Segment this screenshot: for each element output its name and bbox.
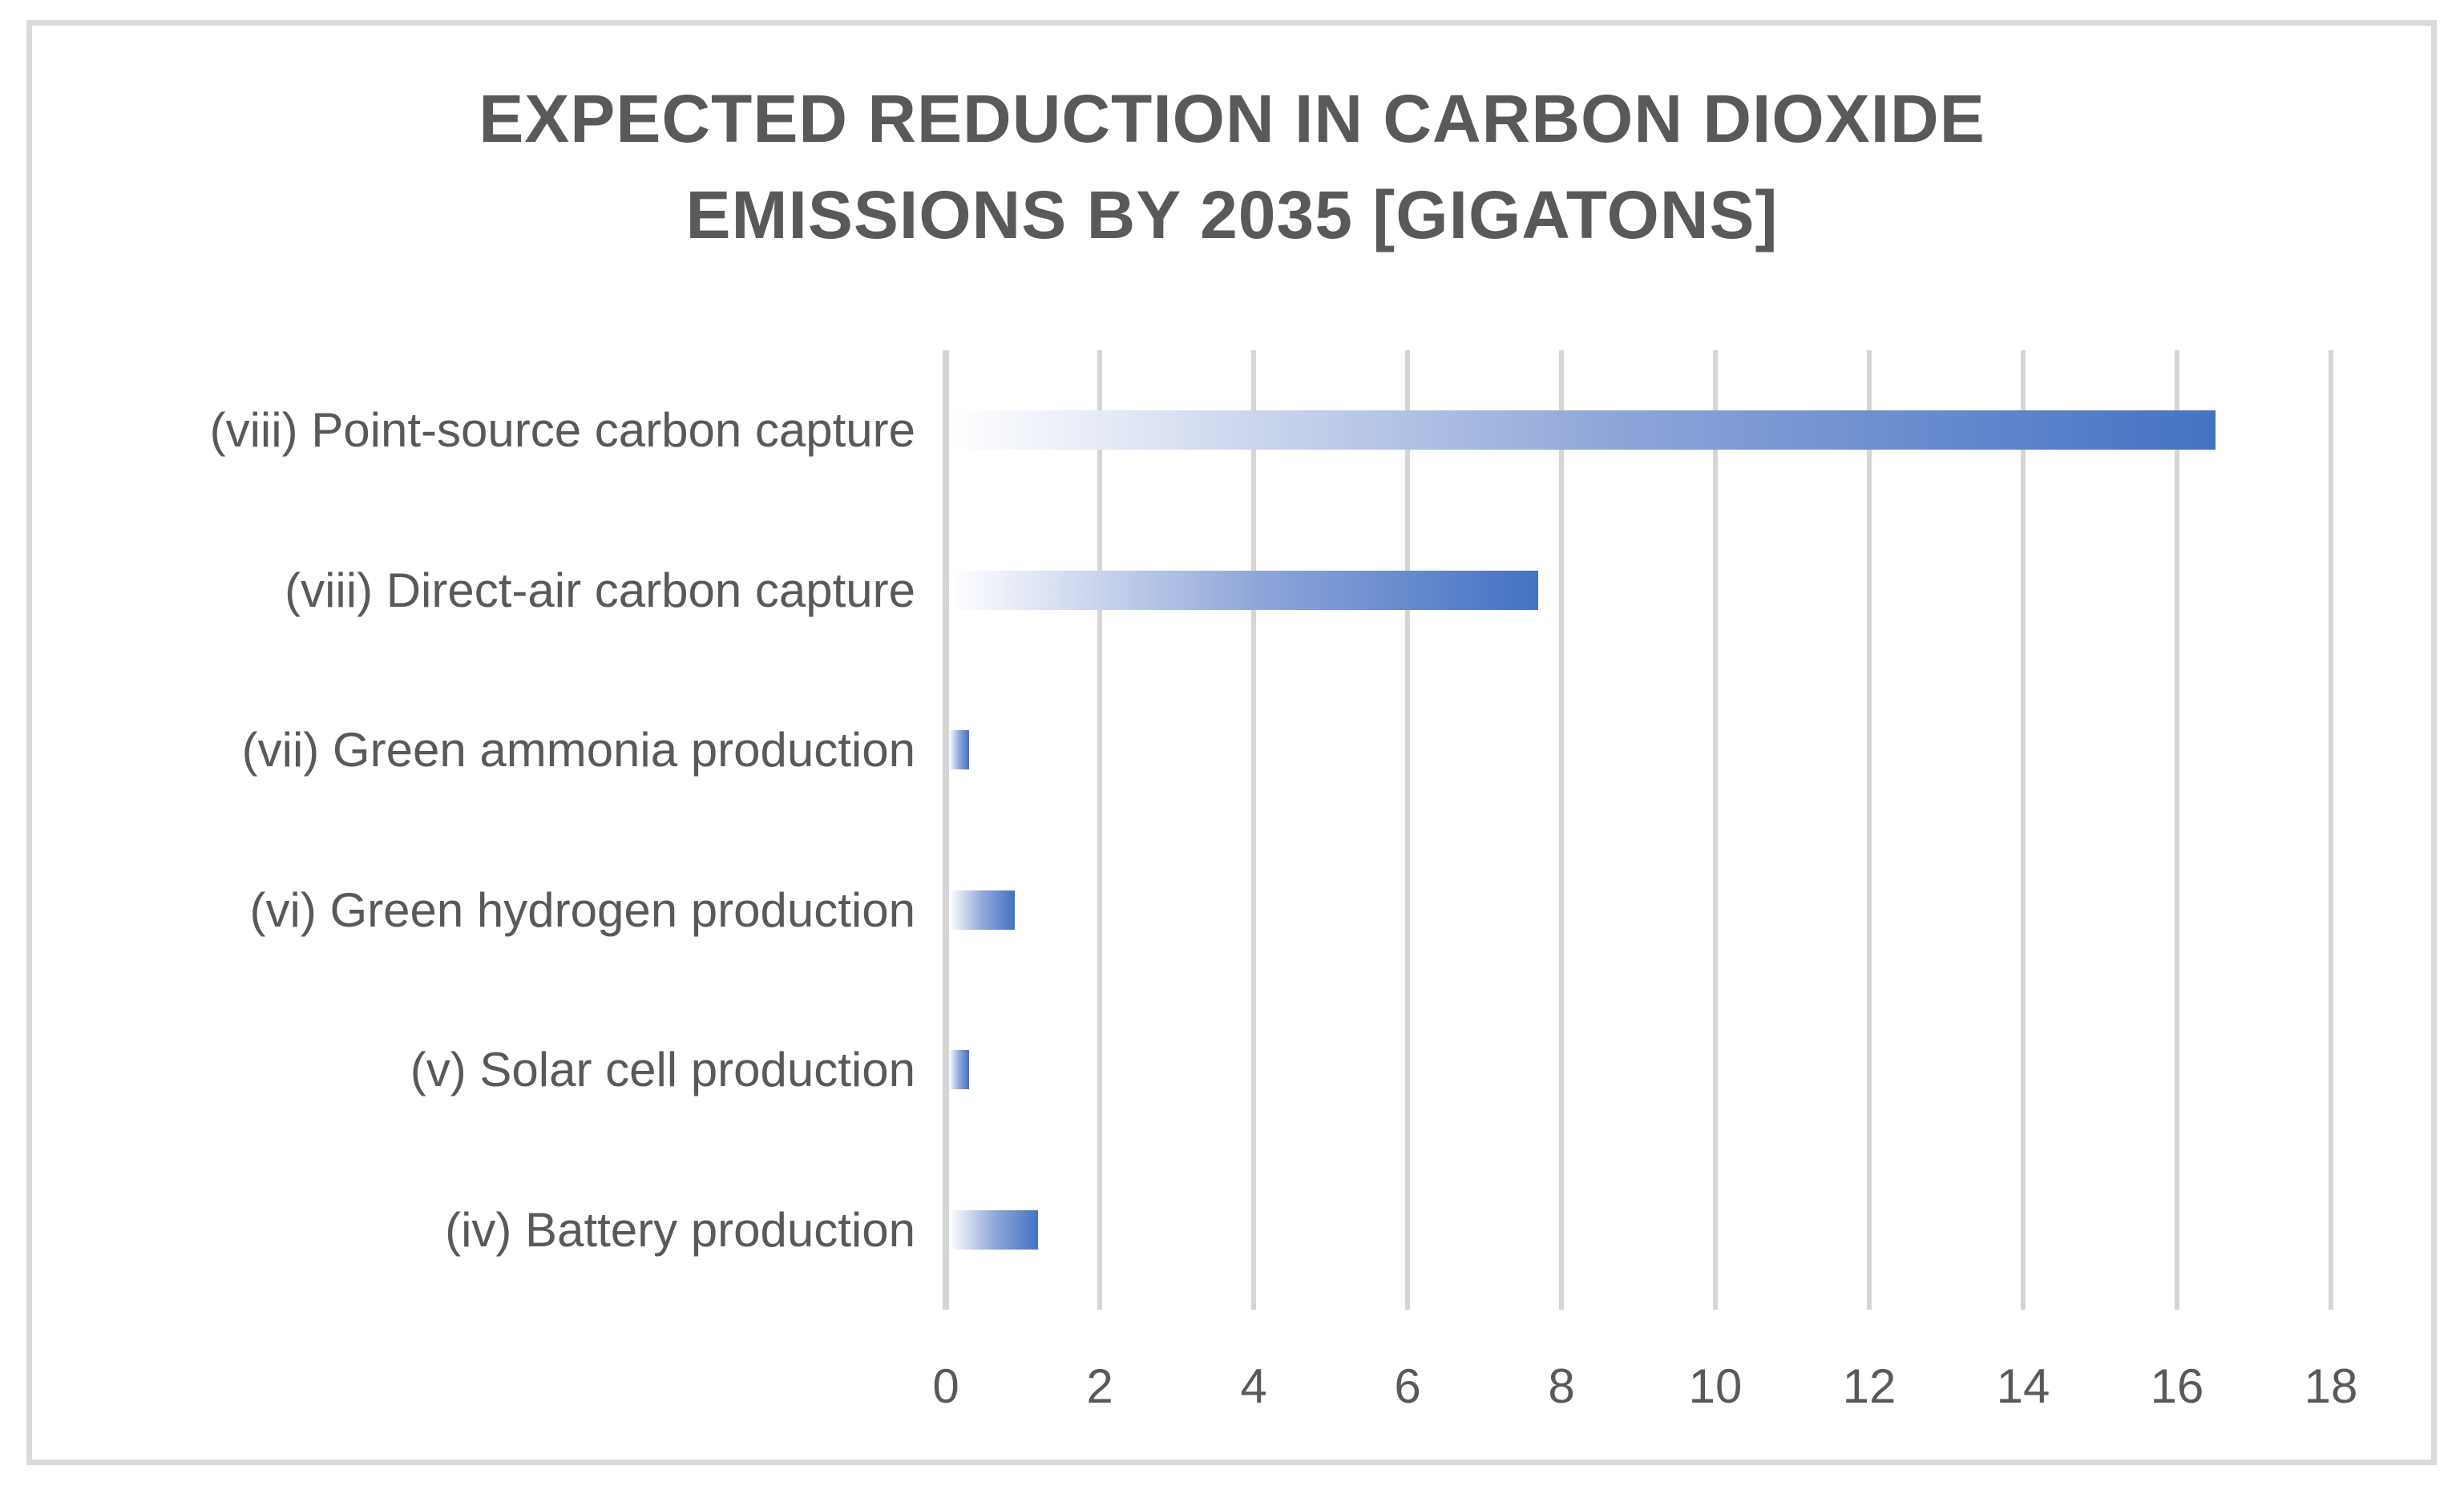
x-tick-label-12: 12 — [1842, 1359, 1896, 1413]
x-tick-label-2: 2 — [1086, 1359, 1113, 1413]
bar-1 — [949, 410, 2216, 450]
category-label-4: (vi) Green hydrogen production — [249, 882, 915, 937]
category-label-6: (iv) Battery production — [445, 1202, 915, 1257]
bar-5 — [949, 1050, 969, 1090]
category-axis: (viii) Point-source carbon capture (viii)… — [0, 350, 915, 1310]
category-label-3: (vii) Green ammonia production — [241, 723, 915, 777]
x-tick-label-18: 18 — [2304, 1359, 2358, 1413]
x-tick-label-6: 6 — [1394, 1359, 1421, 1413]
bar-2 — [949, 570, 1539, 610]
x-tick-label-16: 16 — [2150, 1359, 2204, 1413]
gridline-8 — [1559, 350, 1564, 1310]
gridline-2 — [1097, 350, 1102, 1310]
bar-6 — [949, 1209, 1039, 1250]
x-tick-label-10: 10 — [1688, 1359, 1743, 1413]
value-axis-line — [943, 350, 949, 1310]
category-label-5: (v) Solar cell production — [410, 1043, 915, 1097]
gridline-10 — [1713, 350, 1718, 1310]
gridline-16 — [2175, 350, 2179, 1310]
bar-3 — [949, 730, 969, 770]
gridline-4 — [1251, 350, 1256, 1310]
gridline-18 — [2329, 350, 2333, 1310]
chart-title: EXPECTED REDUCTION IN CARBON DIOXIDE EMI… — [0, 71, 2464, 263]
x-tick-label-8: 8 — [1548, 1359, 1575, 1413]
plot-area — [943, 350, 2333, 1310]
gridline-12 — [1867, 350, 1872, 1310]
x-tick-label-4: 4 — [1240, 1359, 1267, 1413]
bar-4 — [949, 890, 1016, 930]
gridline-14 — [2021, 350, 2026, 1310]
x-tick-label-0: 0 — [932, 1359, 959, 1413]
category-label-1: (viii) Point-source carbon capture — [209, 403, 915, 458]
gridline-6 — [1405, 350, 1410, 1310]
chart-title-line-1: EXPECTED REDUCTION IN CARBON DIOXIDE — [479, 81, 1985, 156]
chart-border — [26, 20, 2437, 1465]
category-label-2: (viii) Direct-air carbon capture — [285, 563, 915, 617]
x-tick-label-14: 14 — [1996, 1359, 2050, 1413]
chart-title-line-2: EMISSIONS BY 2035 [GIGATONS] — [685, 177, 1779, 252]
